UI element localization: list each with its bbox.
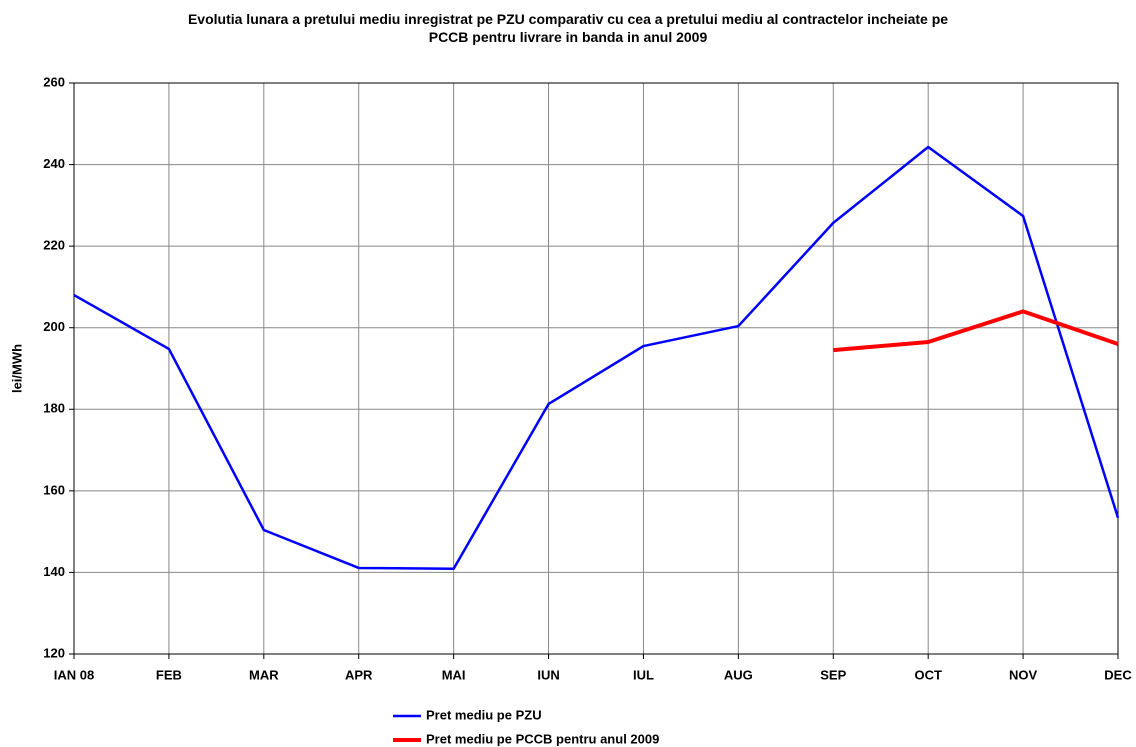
y-axis-label: lei/MWh	[9, 344, 24, 393]
x-tick-label: DEC	[1104, 667, 1132, 682]
x-tick-label: IAN 08	[54, 667, 94, 682]
x-tick-label: AUG	[724, 667, 753, 682]
line-series	[833, 309, 1119, 353]
x-tick-label: NOV	[1009, 667, 1038, 682]
line-series	[73, 145, 1120, 571]
chart-title: Evolutia lunara a pretului mediu inregis…	[187, 11, 949, 45]
x-tick-label: IUN	[537, 667, 559, 682]
legend-label: Pret mediu pe PCCB pentru anul 2009	[426, 731, 659, 746]
x-tick-label: MAI	[442, 667, 466, 682]
y-tick-label: 240	[43, 156, 65, 171]
y-tick-label: 180	[43, 401, 65, 416]
x-tick-label: APR	[345, 667, 373, 682]
x-tick-label: IUL	[633, 667, 654, 682]
x-tick-label: FEB	[156, 667, 182, 682]
x-tick-label: OCT	[914, 667, 942, 682]
y-tick-label: 140	[43, 564, 65, 579]
plot-frame	[73, 82, 1119, 655]
y-tick-label: 160	[43, 482, 65, 497]
y-tick-label: 260	[43, 74, 65, 89]
y-tick-label: 120	[43, 645, 65, 660]
x-tick-label: SEP	[820, 667, 846, 682]
y-tick-label: 220	[43, 238, 65, 253]
y-tick-label: 200	[43, 319, 65, 334]
legend-label: Pret mediu pe PZU	[426, 707, 542, 722]
x-tick-label: MAR	[249, 667, 279, 682]
